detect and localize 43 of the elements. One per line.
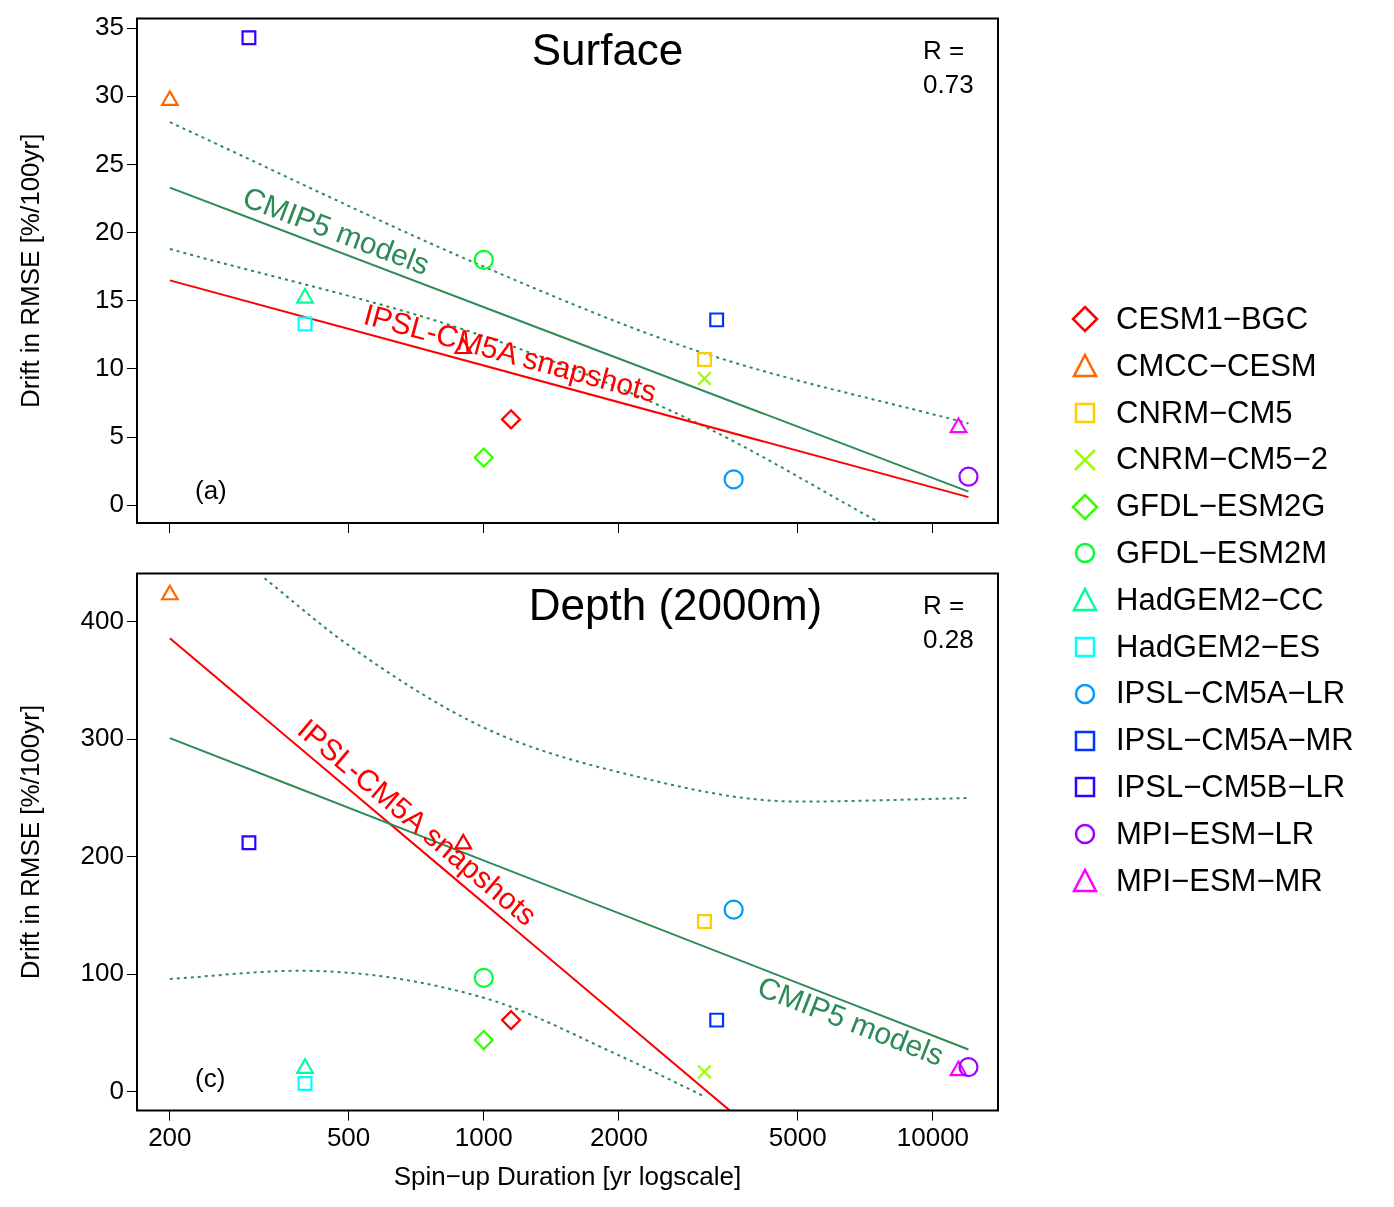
chart-title: Surface — [531, 24, 684, 74]
annotation: R = 0.28 — [923, 589, 974, 654]
y-tick-label: 20 — [95, 215, 124, 246]
legend-label: IPSL−CM5A−MR — [1116, 721, 1354, 760]
y-tick-label: 5 — [109, 420, 124, 451]
annotation: (c) — [195, 1062, 226, 1093]
text: CMIP5 models — [238, 180, 435, 281]
chart-title: Depth (2000m) — [528, 579, 823, 629]
y-tick-label: 35 — [95, 11, 124, 42]
legend-label: MPI−ESM−LR — [1116, 814, 1315, 853]
legend-label: IPSL−CM5B−LR — [1116, 767, 1346, 806]
y-tick-label: 0 — [109, 488, 124, 519]
y-tick-label: 300 — [80, 722, 124, 753]
y-tick-label: 30 — [95, 79, 124, 110]
x-tick-label: 5000 — [768, 1122, 827, 1153]
legend-label: HadGEM2−ES — [1116, 627, 1321, 666]
legend-label: MPI−ESM−MR — [1116, 861, 1323, 900]
legend-label: GFDL−ESM2G — [1116, 487, 1326, 526]
legend-label: CNRM−CM5−2 — [1116, 440, 1328, 479]
x-tick-label: 200 — [148, 1122, 192, 1153]
x-tick-label: 1000 — [454, 1122, 513, 1153]
y-tick-label: 0 — [109, 1074, 124, 1105]
y-tick-label: 25 — [95, 147, 124, 178]
y-tick-label: 15 — [95, 283, 124, 314]
x-tick-label: 500 — [326, 1122, 371, 1153]
y-tick-label: 200 — [80, 839, 124, 870]
x-tick-label: 2000 — [590, 1122, 648, 1153]
annotation: (a) — [195, 475, 227, 506]
y-tick-label: 10 — [95, 352, 124, 383]
y-tick-label: 400 — [80, 604, 124, 635]
legend-label: CNRM−CM5 — [1116, 393, 1293, 432]
legend-label: IPSL−CM5A−LR — [1116, 674, 1346, 713]
y-axis-title: Drift in RMSE [%/100yr] — [14, 704, 45, 980]
legend-label: CMCC−CESM — [1116, 346, 1317, 385]
x-axis-title: Spin−up Duration [yr logscale] — [393, 1160, 742, 1191]
text: CMIP5 models — [753, 969, 949, 1072]
x-tick-label: 10000 — [896, 1122, 970, 1153]
y-tick-label: 100 — [80, 957, 124, 988]
annotation: R = 0.73 — [923, 34, 974, 99]
y-axis-title: Drift in RMSE [%/100yr] — [14, 133, 45, 409]
legend-label: GFDL−ESM2M — [1116, 534, 1328, 572]
legend-label: CESM1−BGC — [1116, 300, 1309, 338]
legend-label: HadGEM2−CC — [1116, 580, 1324, 619]
